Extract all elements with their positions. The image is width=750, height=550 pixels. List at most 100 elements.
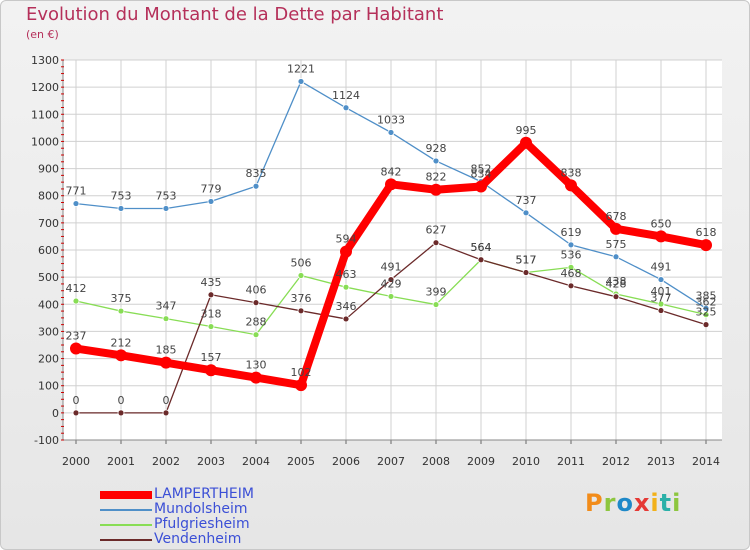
data-point-lampertheim — [70, 342, 82, 355]
data-point-mundolsheim — [387, 129, 395, 136]
logo-letter: x — [633, 489, 651, 517]
data-label: 212 — [111, 336, 132, 349]
x-tick-label: 2003 — [197, 455, 225, 468]
data-point-lampertheim — [385, 178, 397, 191]
data-point-mundolsheim — [567, 241, 575, 249]
data-label: 491 — [651, 261, 672, 274]
legend-swatch — [100, 509, 152, 511]
data-point-vendenheim — [297, 307, 305, 315]
data-point-pfulgriesheim — [387, 293, 395, 300]
data-point-lampertheim — [250, 371, 262, 384]
data-label: 771 — [66, 185, 87, 198]
data-point-lampertheim — [565, 179, 577, 192]
x-tick-label: 2005 — [287, 455, 315, 468]
data-point-lampertheim — [295, 379, 307, 392]
data-point-vendenheim — [162, 409, 170, 417]
data-point-pfulgriesheim — [342, 283, 350, 291]
data-label: 928 — [426, 142, 447, 155]
data-label: 678 — [606, 210, 627, 223]
data-label: 517 — [516, 254, 537, 267]
data-point-vendenheim — [522, 269, 530, 276]
data-label: 385 — [696, 289, 717, 302]
data-point-pfulgriesheim — [297, 272, 305, 279]
data-point-pfulgriesheim — [207, 323, 215, 330]
data-label: 375 — [111, 292, 132, 305]
data-point-vendenheim — [207, 291, 215, 299]
data-label: 347 — [156, 300, 177, 313]
x-tick-label: 2008 — [422, 455, 450, 468]
data-point-lampertheim — [475, 180, 487, 193]
x-tick-label: 2010 — [512, 455, 540, 468]
data-point-lampertheim — [340, 245, 352, 258]
data-label: 838 — [561, 166, 582, 179]
data-point-mundolsheim — [522, 209, 530, 217]
logo-letter: r — [603, 489, 617, 517]
data-point-vendenheim — [387, 276, 395, 283]
data-label: 412 — [66, 282, 87, 295]
data-point-mundolsheim — [252, 182, 260, 190]
data-label: 428 — [606, 278, 627, 291]
legend-label: Vendenheim — [154, 531, 242, 547]
data-point-lampertheim — [520, 136, 532, 149]
data-point-mundolsheim — [342, 104, 350, 112]
x-tick-label: 2000 — [62, 455, 90, 468]
data-point-mundolsheim — [432, 157, 440, 165]
x-tick-label: 2012 — [602, 455, 630, 468]
data-point-mundolsheim — [72, 200, 80, 207]
legend-swatch — [100, 539, 152, 541]
y-tick-label: 700 — [38, 217, 59, 230]
data-point-mundolsheim — [297, 78, 305, 85]
data-point-vendenheim — [117, 409, 125, 417]
legend-item-pfulgriesheim: Pfulgriesheim — [100, 517, 320, 532]
data-label: 325 — [696, 306, 717, 319]
data-point-vendenheim — [252, 299, 260, 307]
data-label: 429 — [381, 277, 402, 290]
data-label: 130 — [246, 359, 267, 372]
data-label: 650 — [651, 217, 672, 230]
y-tick-label: 200 — [38, 353, 59, 366]
data-label: 835 — [246, 167, 267, 180]
data-label: 288 — [246, 316, 267, 329]
data-point-pfulgriesheim — [252, 331, 260, 339]
data-label: 491 — [381, 261, 402, 274]
data-point-mundolsheim — [162, 205, 170, 212]
data-label: 346 — [336, 300, 357, 313]
data-label: 1221 — [287, 62, 315, 75]
data-label: 399 — [426, 286, 447, 299]
y-tick-label: 0 — [52, 407, 59, 420]
data-label: 0 — [73, 394, 80, 407]
x-tick-label: 2013 — [647, 455, 675, 468]
legend-swatch — [100, 491, 152, 499]
data-label: 737 — [516, 194, 537, 207]
y-tick-label: 600 — [38, 244, 59, 257]
data-label: 852 — [471, 163, 492, 176]
data-label: 517 — [516, 254, 537, 267]
logo-letter: i — [650, 489, 660, 517]
data-label: 575 — [606, 238, 627, 251]
data-label: 376 — [291, 292, 312, 305]
data-label: 185 — [156, 344, 177, 357]
x-tick-label: 2004 — [242, 455, 270, 468]
data-label: 619 — [561, 226, 582, 239]
data-label: 1124 — [332, 89, 360, 102]
data-point-pfulgriesheim — [432, 301, 440, 308]
data-label: 401 — [651, 285, 672, 298]
logo-letter: i — [672, 489, 682, 517]
proxiti-logo: Proxiti — [585, 489, 681, 517]
legend-label: Mundolsheim — [154, 501, 248, 517]
x-tick-label: 2009 — [467, 455, 495, 468]
data-point-mundolsheim — [612, 253, 620, 261]
data-point-mundolsheim — [117, 205, 125, 212]
legend-item-mundolsheim: Mundolsheim — [100, 502, 320, 517]
data-label: 435 — [201, 276, 222, 289]
x-tick-label: 2014 — [692, 455, 720, 468]
data-point-mundolsheim — [207, 198, 215, 205]
data-label: 0 — [163, 394, 170, 407]
x-tick-label: 2006 — [332, 455, 360, 468]
data-label: 438 — [606, 275, 627, 288]
data-label: 995 — [516, 124, 537, 137]
data-point-pfulgriesheim — [72, 297, 80, 305]
logo-letter: t — [659, 489, 673, 517]
data-point-mundolsheim — [657, 276, 665, 283]
